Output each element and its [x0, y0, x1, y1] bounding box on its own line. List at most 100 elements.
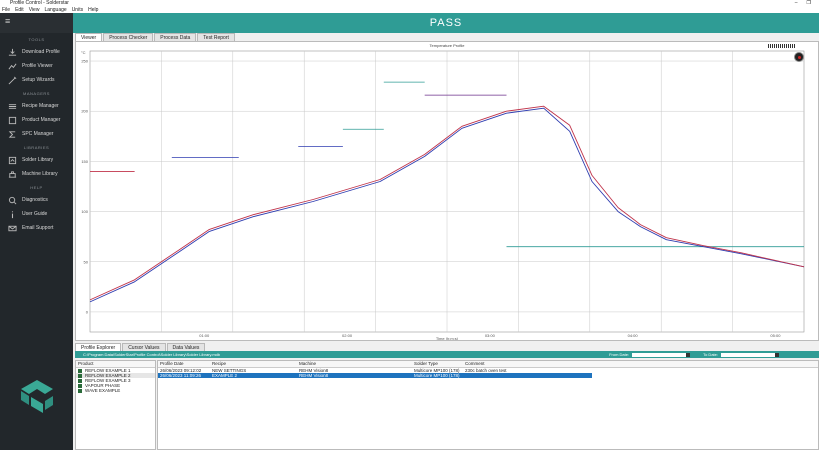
column-header[interactable]: Comment: [465, 361, 485, 366]
menu-file[interactable]: File: [2, 6, 11, 13]
section-managers: MANAGERS: [23, 91, 50, 96]
minimize-icon[interactable]: –: [794, 0, 798, 6]
record-button[interactable]: [794, 52, 804, 62]
series-line: [89, 105, 805, 301]
database-path: C:\Program Data\SolderStar\Profile Contr…: [83, 352, 221, 357]
sidebar-item-download-profile[interactable]: Download Profile: [0, 45, 73, 59]
sidebar-item-label: Machine Library: [22, 171, 58, 177]
tab-profile-explorer[interactable]: Profile Explorer: [75, 343, 122, 351]
menu-edit[interactable]: Edit: [15, 6, 24, 13]
sidebar-header: [0, 13, 73, 33]
tab-process-checker[interactable]: Process Checker: [103, 33, 154, 41]
to-date-label: To Date:: [703, 352, 718, 357]
y-tick-label: 200: [81, 109, 88, 114]
from-date-input[interactable]: [632, 352, 691, 357]
list-item[interactable]: WAVE EXAMPLE: [76, 388, 155, 393]
solder-icon: [8, 156, 17, 164]
x-tick-label: 01:00: [199, 333, 210, 338]
product-label: WAVE EXAMPLE: [85, 388, 121, 393]
section-tools: TOOLS: [28, 37, 45, 42]
tab-viewer[interactable]: Viewer: [75, 33, 103, 41]
sidebar-item-machine-library[interactable]: Machine Library: [0, 167, 73, 181]
product-icon: [78, 378, 82, 383]
list-item[interactable]: REFLOW EXAMPLE 2: [76, 373, 155, 378]
column-header[interactable]: Machine: [299, 361, 317, 366]
product-icon: [8, 116, 17, 124]
product-header: Product: [76, 361, 155, 368]
product-icon: [78, 383, 82, 388]
mail-icon: [8, 225, 17, 231]
window-controls: – ❐: [795, 0, 811, 6]
hamburger-icon[interactable]: ≡: [5, 16, 11, 26]
sidebar-item-profile-viewer[interactable]: Profile Viewer: [0, 59, 73, 73]
sidebar-item-product-manager[interactable]: Product Manager: [0, 113, 73, 127]
product-label: REFLOW EXAMPLE 2: [85, 373, 131, 378]
list-item[interactable]: REFLOW EXAMPLE 3: [76, 378, 155, 383]
tab-process-data[interactable]: Process Data: [154, 33, 197, 41]
sidebar-item-user-guide[interactable]: User Guide: [0, 207, 73, 221]
sidebar-item-label: Diagnostics: [22, 197, 48, 203]
sidebar-item-label: Solder Library: [22, 157, 54, 163]
sidebar-item-label: Setup Wizards: [22, 77, 55, 83]
x-tick-label: 05:00: [770, 333, 781, 338]
diagnostics-icon: [8, 196, 17, 204]
product-label: REFLOW EXAMPLE 1: [85, 368, 131, 373]
product-label: REFLOW EXAMPLE 3: [85, 378, 131, 383]
y-tick-label: 50: [84, 259, 89, 264]
profile-viewer-icon: [8, 63, 17, 69]
main-tabs: Viewer Process Checker Process Data Test…: [75, 33, 236, 41]
table-cell: Multicore MP100 (178): [414, 373, 460, 378]
wand-icon: [8, 76, 17, 84]
table-row[interactable]: 26/06/2023 11:09:26 EXAMPLE 2 REHM Visio…: [158, 373, 592, 378]
tab-cursor-values[interactable]: Cursor Values: [122, 343, 166, 351]
sidebar-item-email-support[interactable]: Email Support: [0, 221, 73, 235]
chart-toolbar[interactable]: [768, 44, 796, 48]
menu-help[interactable]: Help: [88, 6, 99, 13]
sidebar-item-label: Recipe Manager: [22, 103, 59, 109]
section-help: HELP: [30, 185, 43, 190]
list-item[interactable]: VAPOUR PHASE: [76, 383, 155, 388]
product-icon: [78, 388, 82, 393]
bottom-tabs: Profile Explorer Cursor Values Data Valu…: [75, 343, 206, 351]
menu-view[interactable]: View: [28, 6, 40, 13]
sigma-icon: [8, 130, 16, 138]
temperature-chart[interactable]: 250 200 150 100 50 0 °C 01:00 02:00 03:00 04:00 05:…: [76, 42, 818, 340]
product-list: Product REFLOW EXAMPLE 1 REFLOW EXAMPLE …: [75, 360, 156, 450]
status-banner: PASS: [73, 13, 819, 33]
x-tick-label: 04:00: [628, 333, 639, 338]
table-header: Profile Date Recipe Machine Solder Type …: [158, 361, 818, 368]
sidebar-item-diagnostics[interactable]: Diagnostics: [0, 193, 73, 207]
menu-bar: File Edit View Language Units Help: [0, 6, 819, 13]
table-row[interactable]: 26/06/2023 09:12:02 NEW SETTINGS REHM Vi…: [158, 368, 818, 373]
maximize-icon[interactable]: ❐: [806, 0, 811, 6]
sidebar-item-label: Email Support: [22, 225, 54, 231]
sidebar-item-setup-wizards[interactable]: Setup Wizards: [0, 73, 73, 87]
column-header[interactable]: Profile Date: [160, 361, 184, 366]
x-tick-label: 02:00: [342, 333, 353, 338]
sidebar-item-label: Download Profile: [22, 49, 60, 55]
table-cell: REHM Vision8: [299, 368, 329, 373]
sidebar-item-label: SPC Manager: [22, 131, 54, 137]
to-date-input[interactable]: [721, 352, 779, 357]
sidebar-item-label: Profile Viewer: [22, 63, 53, 69]
series-line: [89, 107, 805, 303]
menu-language[interactable]: Language: [44, 6, 67, 13]
from-date-label: From Date:: [609, 352, 630, 357]
sidebar-item-recipe-manager[interactable]: Recipe Manager: [0, 99, 73, 113]
table-cell: 230c batch oven test: [465, 368, 507, 373]
menu-units[interactable]: Units: [71, 6, 84, 13]
tab-data-values[interactable]: Data Values: [166, 343, 206, 351]
column-header[interactable]: Recipe: [212, 361, 227, 366]
table-cell: NEW SETTINGS: [212, 368, 247, 373]
table-cell: EXAMPLE 2: [212, 373, 238, 378]
sidebar-item-label: Product Manager: [22, 117, 61, 123]
tab-test-report[interactable]: Test Report: [197, 33, 235, 41]
list-item[interactable]: REFLOW EXAMPLE 1: [76, 368, 155, 373]
sidebar-item-solder-library[interactable]: Solder Library: [0, 153, 73, 167]
machine-icon: [8, 170, 17, 178]
y-tick-label: 250: [81, 59, 88, 64]
column-header[interactable]: Solder Type: [414, 361, 438, 366]
sidebar-item-spc-manager[interactable]: SPC Manager: [0, 127, 73, 141]
table-cell: 26/06/2023 11:09:26: [160, 373, 201, 378]
sidebar-item-label: User Guide: [22, 211, 48, 217]
